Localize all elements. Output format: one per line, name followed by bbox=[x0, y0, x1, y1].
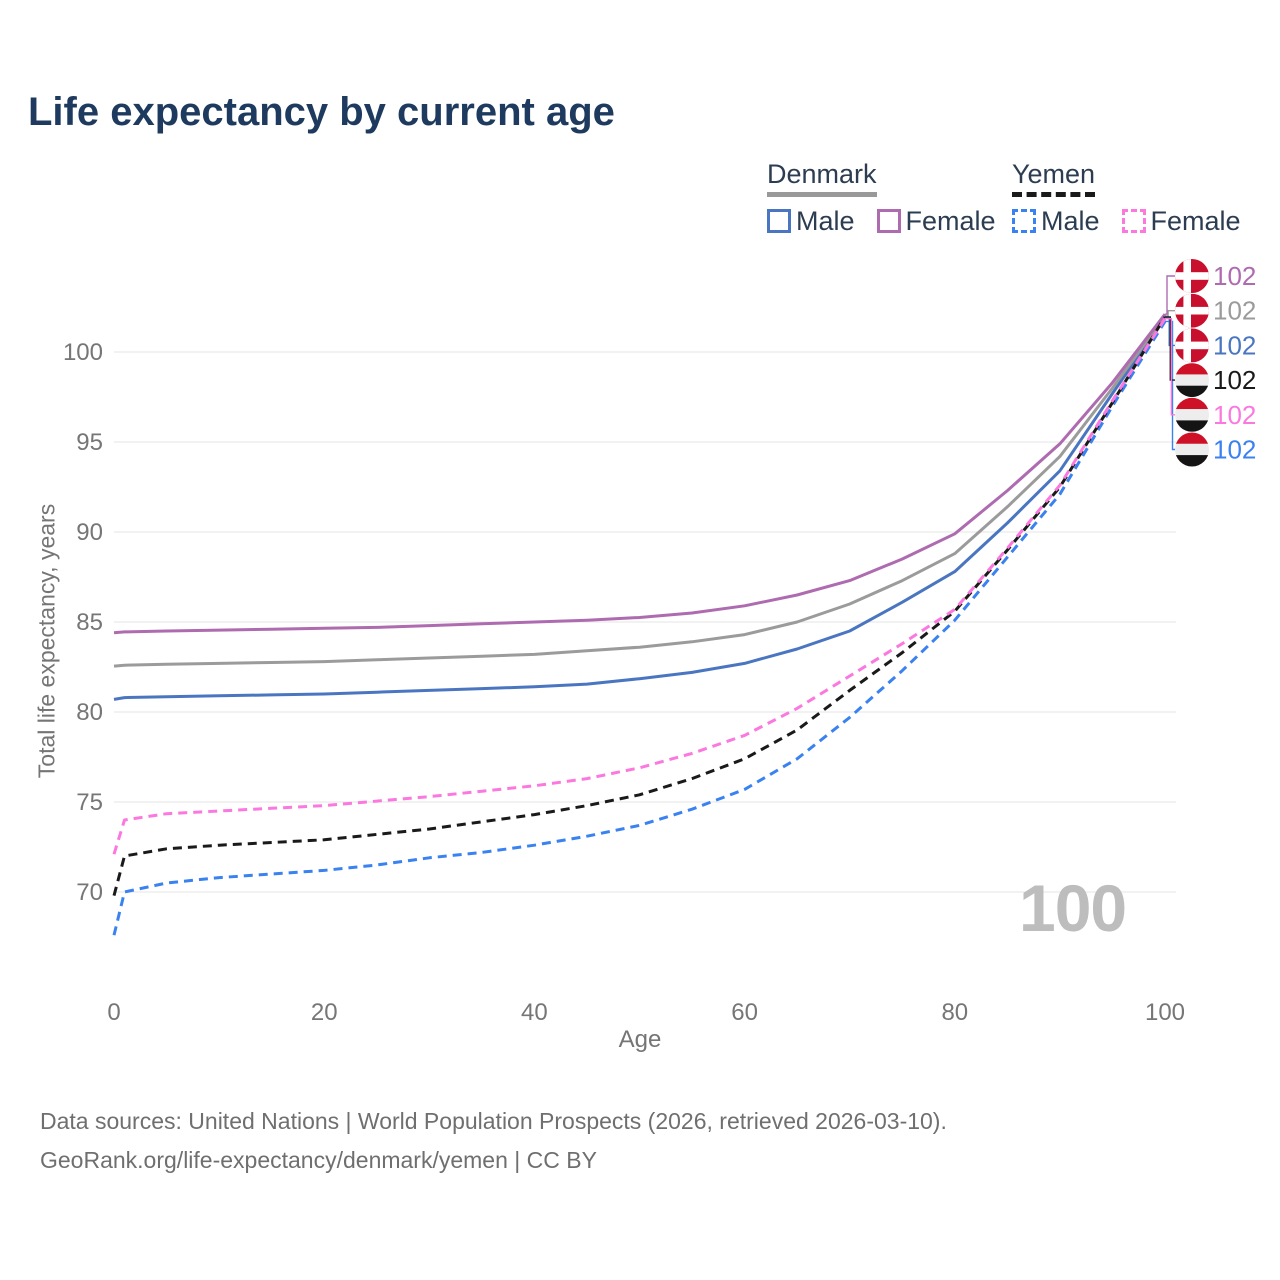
end-value-label-denmark-male: 102 bbox=[1213, 330, 1256, 360]
legend-country-yemen: Yemen bbox=[1012, 159, 1096, 197]
denmark-male-swatch-icon bbox=[767, 209, 791, 234]
series-line-denmark-female[interactable] bbox=[113, 313, 1167, 635]
end-connector-yemen-female bbox=[1165, 318, 1175, 416]
end-connector-yemen-both-sexes bbox=[1165, 316, 1175, 381]
legend-item-denmark-male[interactable]: Male bbox=[767, 206, 855, 237]
series-line-yemen-both-sexes[interactable] bbox=[112, 316, 1167, 896]
yemen-flag-icon bbox=[1175, 363, 1209, 398]
x-tick-label-100: 100 bbox=[1145, 999, 1185, 1026]
legend-label-denmark-female: Female bbox=[905, 205, 996, 236]
y-axis-title: Total life expectancy, years bbox=[33, 503, 60, 779]
end-connector-denmark-both-sexes bbox=[1165, 310, 1175, 317]
denmark-flag-icon bbox=[1175, 293, 1209, 328]
end-connector-yemen-male bbox=[1165, 320, 1175, 451]
legend-group-yemen: Yemen Male Female bbox=[1012, 159, 1263, 237]
legend-group-denmark: Denmark Male Female bbox=[767, 159, 1018, 237]
yemen-flag-icon bbox=[1175, 397, 1209, 432]
x-tick-label-80: 80 bbox=[941, 999, 968, 1026]
end-value-label-yemen-female: 102 bbox=[1213, 400, 1256, 430]
legend-label-yemen-female: Female bbox=[1150, 205, 1241, 236]
legend-label-denmark-male: Male bbox=[796, 205, 855, 236]
page-title: Life expectancy by current age bbox=[28, 90, 615, 134]
x-tick-label-20: 20 bbox=[311, 999, 338, 1026]
y-tick-label-100: 100 bbox=[63, 339, 103, 366]
end-value-label-yemen-both-sexes: 102 bbox=[1213, 365, 1256, 395]
y-tick-label-95: 95 bbox=[76, 429, 103, 456]
legend-items-denmark: Male Female bbox=[767, 206, 1018, 237]
legend-item-yemen-male[interactable]: Male bbox=[1012, 206, 1100, 237]
series-line-yemen-male[interactable] bbox=[112, 320, 1167, 936]
y-tick-label-90: 90 bbox=[76, 519, 103, 546]
yemen-flag-icon bbox=[1175, 432, 1209, 467]
denmark-flag-icon bbox=[1175, 328, 1209, 363]
x-axis-title: Age bbox=[618, 1026, 662, 1053]
y-tick-label-85: 85 bbox=[76, 609, 103, 636]
yemen-female-swatch-icon bbox=[1121, 209, 1146, 234]
end-value-label-yemen-male: 102 bbox=[1213, 435, 1256, 465]
data-source-note: Data sources: United Nations | World Pop… bbox=[40, 1108, 947, 1134]
legend-label-yemen-male: Male bbox=[1041, 205, 1100, 236]
series-line-denmark-male[interactable] bbox=[113, 316, 1167, 701]
x-tick-label-40: 40 bbox=[521, 999, 548, 1026]
end-value-label-denmark-both-sexes: 102 bbox=[1213, 296, 1256, 326]
y-tick-label-75: 75 bbox=[76, 789, 103, 816]
x-tick-label-0: 0 bbox=[107, 999, 120, 1026]
denmark-female-swatch-icon bbox=[876, 209, 901, 234]
y-tick-label-70: 70 bbox=[76, 879, 103, 906]
end-connector-denmark-female bbox=[1165, 275, 1175, 315]
legend-item-denmark-female[interactable]: Female bbox=[876, 205, 996, 237]
legend-item-yemen-female[interactable]: Female bbox=[1121, 205, 1241, 237]
yemen-male-swatch-icon bbox=[1012, 209, 1036, 234]
end-value-label-denmark-female: 102 bbox=[1213, 261, 1256, 291]
series-line-yemen-female[interactable] bbox=[112, 317, 1167, 855]
attribution-link: GeoRank.org/life-expectancy/denmark/yeme… bbox=[40, 1147, 597, 1173]
denmark-flag-icon bbox=[1175, 259, 1209, 293]
series-line-denmark-both-sexes[interactable] bbox=[113, 315, 1167, 668]
legend-country-denmark: Denmark bbox=[767, 159, 877, 197]
legend-items-yemen: Male Female bbox=[1012, 206, 1263, 237]
age-counter-watermark: 100 bbox=[1019, 871, 1127, 945]
x-tick-label-60: 60 bbox=[731, 999, 758, 1026]
y-tick-label-80: 80 bbox=[76, 699, 103, 726]
